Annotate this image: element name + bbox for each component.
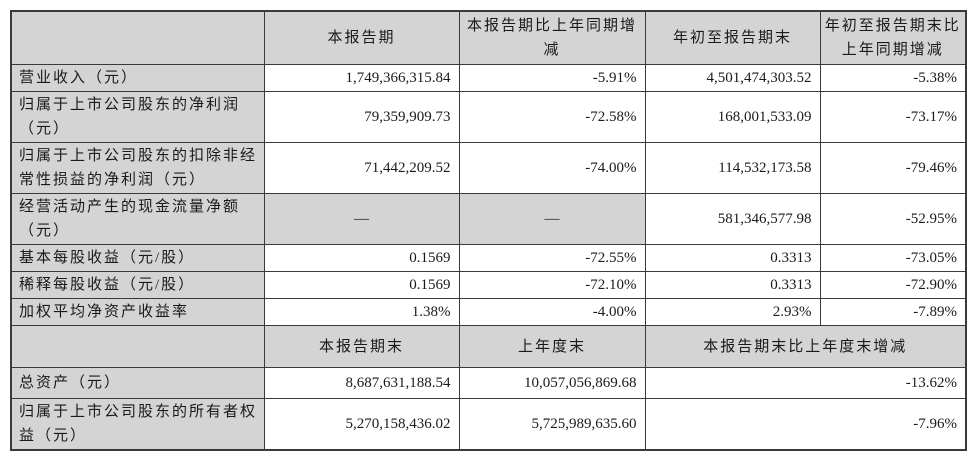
table-row-weighted-avg-roe: 加权平均净资产收益率 1.38% -4.00% 2.93% -7.89% xyxy=(10,298,967,326)
value-cell: -52.95% xyxy=(819,193,967,245)
value-cell: 8,687,631,188.54 xyxy=(263,367,460,399)
metric-label: 归属于上市公司股东的所有者权益（元） xyxy=(10,398,265,451)
value-cell-empty: — xyxy=(263,193,460,245)
metric-label: 营业收入（元） xyxy=(10,64,265,92)
value-cell: 1.38% xyxy=(263,298,460,326)
value-cell-empty: — xyxy=(458,193,646,245)
table-row-operating-cash-flow: 经营活动产生的现金流量净额（元） — — 581,346,577.98 -52.… xyxy=(10,193,967,245)
table-row-diluted-eps: 稀释每股收益（元/股） 0.1569 -72.10% 0.3313 -72.90… xyxy=(10,271,967,299)
value-cell: 5,270,158,436.02 xyxy=(263,398,460,451)
value-cell: -72.58% xyxy=(458,91,646,143)
value-cell: 114,532,173.58 xyxy=(644,142,821,194)
value-cell: -79.46% xyxy=(819,142,967,194)
financial-summary-table: 本报告期 本报告期比上年同期增减 年初至报告期末 年初至报告期末比上年同期增减 … xyxy=(10,10,967,451)
header-corner-cell-2 xyxy=(10,325,265,368)
metric-label: 加权平均净资产收益率 xyxy=(10,298,265,326)
value-cell: -72.90% xyxy=(819,271,967,299)
header-current-period: 本报告期 xyxy=(263,10,460,65)
table-row-basic-eps: 基本每股收益（元/股） 0.1569 -72.55% 0.3313 -73.05… xyxy=(10,244,967,272)
value-cell: 0.3313 xyxy=(644,271,821,299)
metric-label: 经营活动产生的现金流量净额（元） xyxy=(10,193,265,245)
value-cell: -73.05% xyxy=(819,244,967,272)
value-cell: 168,001,533.09 xyxy=(644,91,821,143)
metric-label: 稀释每股收益（元/股） xyxy=(10,271,265,299)
value-cell: 79,359,909.73 xyxy=(263,91,460,143)
value-cell: 0.1569 xyxy=(263,271,460,299)
table-row-net-profit: 归属于上市公司股东的净利润（元） 79,359,909.73 -72.58% 1… xyxy=(10,91,967,143)
value-cell: 0.3313 xyxy=(644,244,821,272)
header-row-1: 本报告期 本报告期比上年同期增减 年初至报告期末 年初至报告期末比上年同期增减 xyxy=(10,10,967,65)
value-cell: 10,057,056,869.68 xyxy=(458,367,646,399)
metric-label: 基本每股收益（元/股） xyxy=(10,244,265,272)
header-period-end: 本报告期末 xyxy=(263,325,460,368)
value-cell: -73.17% xyxy=(819,91,967,143)
value-cell: 71,442,209.52 xyxy=(263,142,460,194)
header-corner-cell xyxy=(10,10,265,65)
value-cell: -13.62% xyxy=(644,367,967,399)
table-row-revenue: 营业收入（元） 1,749,366,315.84 -5.91% 4,501,47… xyxy=(10,64,967,92)
value-cell: -4.00% xyxy=(458,298,646,326)
value-cell: 4,501,474,303.52 xyxy=(644,64,821,92)
header-ytd: 年初至报告期末 xyxy=(644,10,821,65)
table-row-shareholders-equity: 归属于上市公司股东的所有者权益（元） 5,270,158,436.02 5,72… xyxy=(10,398,967,451)
header-period-end-change: 本报告期末比上年度末增减 xyxy=(644,325,967,368)
value-cell: -5.38% xyxy=(819,64,967,92)
table-row-net-profit-excl-nonrecurring: 归属于上市公司股东的扣除非经常性损益的净利润（元） 71,442,209.52 … xyxy=(10,142,967,194)
metric-label: 归属于上市公司股东的扣除非经常性损益的净利润（元） xyxy=(10,142,265,194)
financial-summary-section: 本报告期 本报告期比上年同期增减 年初至报告期末 年初至报告期末比上年同期增减 … xyxy=(10,10,967,451)
value-cell: -5.91% xyxy=(458,64,646,92)
metric-label: 归属于上市公司股东的净利润（元） xyxy=(10,91,265,143)
value-cell: 581,346,577.98 xyxy=(644,193,821,245)
value-cell: 1,749,366,315.84 xyxy=(263,64,460,92)
header-row-2: 本报告期末 上年度末 本报告期末比上年度末增减 xyxy=(10,325,967,368)
header-current-period-change: 本报告期比上年同期增减 xyxy=(458,10,646,65)
table-row-total-assets: 总资产（元） 8,687,631,188.54 10,057,056,869.6… xyxy=(10,367,967,399)
value-cell: 5,725,989,635.60 xyxy=(458,398,646,451)
value-cell: -7.96% xyxy=(644,398,967,451)
header-ytd-change: 年初至报告期末比上年同期增减 xyxy=(819,10,967,65)
value-cell: -72.55% xyxy=(458,244,646,272)
header-prior-year-end: 上年度末 xyxy=(458,325,646,368)
value-cell: -72.10% xyxy=(458,271,646,299)
value-cell: 2.93% xyxy=(644,298,821,326)
metric-label: 总资产（元） xyxy=(10,367,265,399)
value-cell: -74.00% xyxy=(458,142,646,194)
value-cell: 0.1569 xyxy=(263,244,460,272)
value-cell: -7.89% xyxy=(819,298,967,326)
